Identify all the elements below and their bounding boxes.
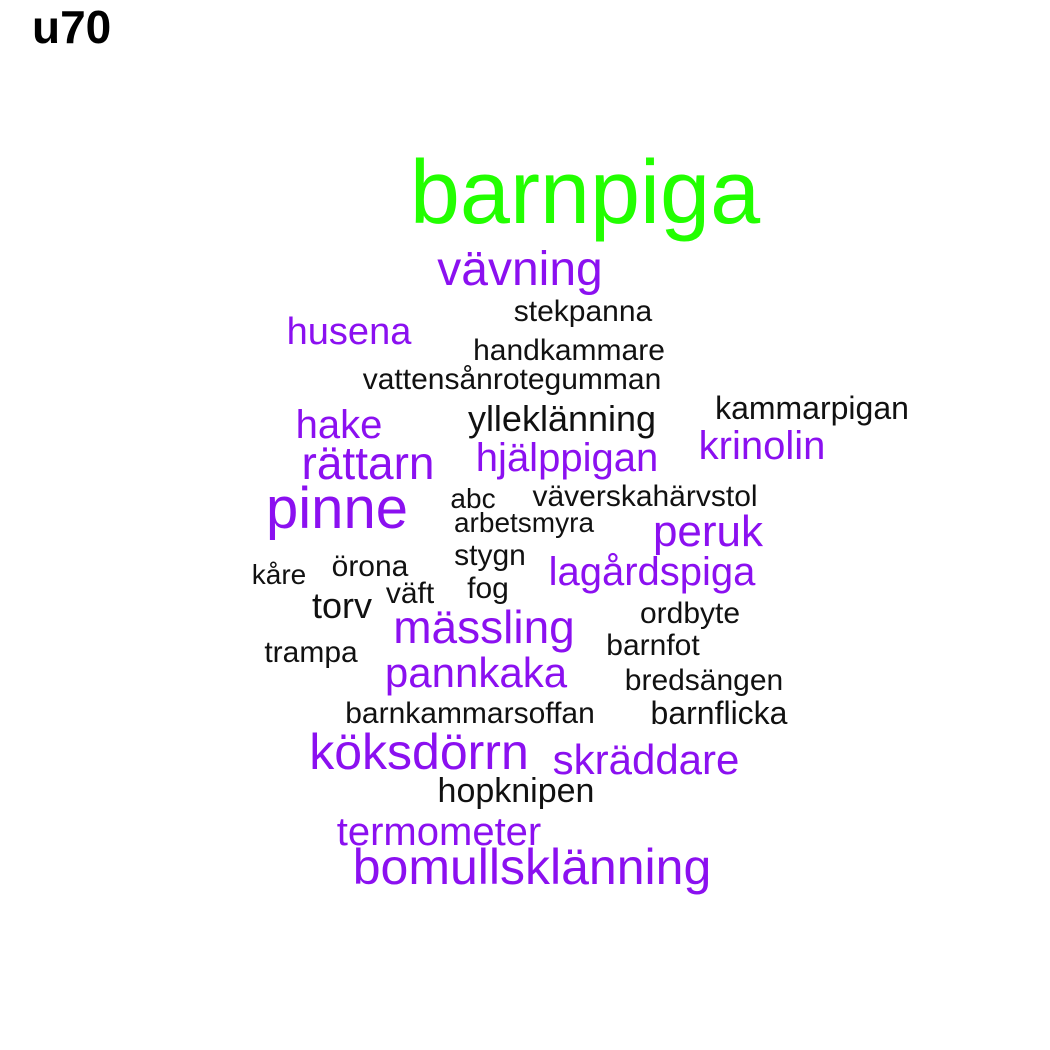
word-arbetsmyra: arbetsmyra [453,507,595,538]
word-abc: abc [450,483,496,514]
word-trampa: trampa [264,636,358,669]
word-handkammare: handkammare [473,334,665,367]
word-pannkaka: pannkaka [384,649,568,696]
word-fog: fog [467,572,509,605]
word-kammarpigan: kammarpigan [715,390,909,426]
word-bredsangen: bredsängen [624,664,784,697]
word-torv: torv [311,585,373,626]
word-termometer: termometer [336,810,542,854]
word-peruk: peruk [652,507,764,556]
word-vattensanrotegumman: vattensånrotegumman [362,363,662,396]
word-lagardspiga: lagårdspiga [548,550,756,594]
word-rattarn: rättarn [301,437,435,489]
word-kare: kåre [251,559,307,590]
word-pinne: pinne [266,476,408,541]
word-ordbyte: ordbyte [639,597,741,630]
word-orona: örona [331,550,409,583]
word-koksdorrn: köksdörrn [309,724,529,780]
word-barnkammarsoffan: barnkammarsoffan [345,697,595,730]
word-massling: mässling [393,601,575,653]
word-barnflicka: barnflicka [650,695,788,731]
word-bomullsklanning: bomullsklänning [352,839,712,895]
word-hake: hake [295,403,383,447]
word-stygn: stygn [454,539,526,572]
word-krinolin: krinolin [698,424,826,468]
word-hopknipen: hopknipen [437,772,595,810]
word-vavning: vävning [437,243,603,296]
word-barnpiga: barnpiga [409,143,761,243]
word-vaft: väft [385,577,435,610]
word-barnfot: barnfot [606,629,700,662]
word-yllelanning: ylleklänning [467,398,657,439]
word-skraddare: skräddare [552,736,740,783]
word-hjalppigan: hjälppigan [475,436,659,480]
word-husena: husena [286,311,412,353]
word-stekpanna: stekpanna [513,295,653,328]
chart-title: u70 [32,1,112,53]
word-vaverskaharvstol: väverskahärvstol [532,480,758,513]
